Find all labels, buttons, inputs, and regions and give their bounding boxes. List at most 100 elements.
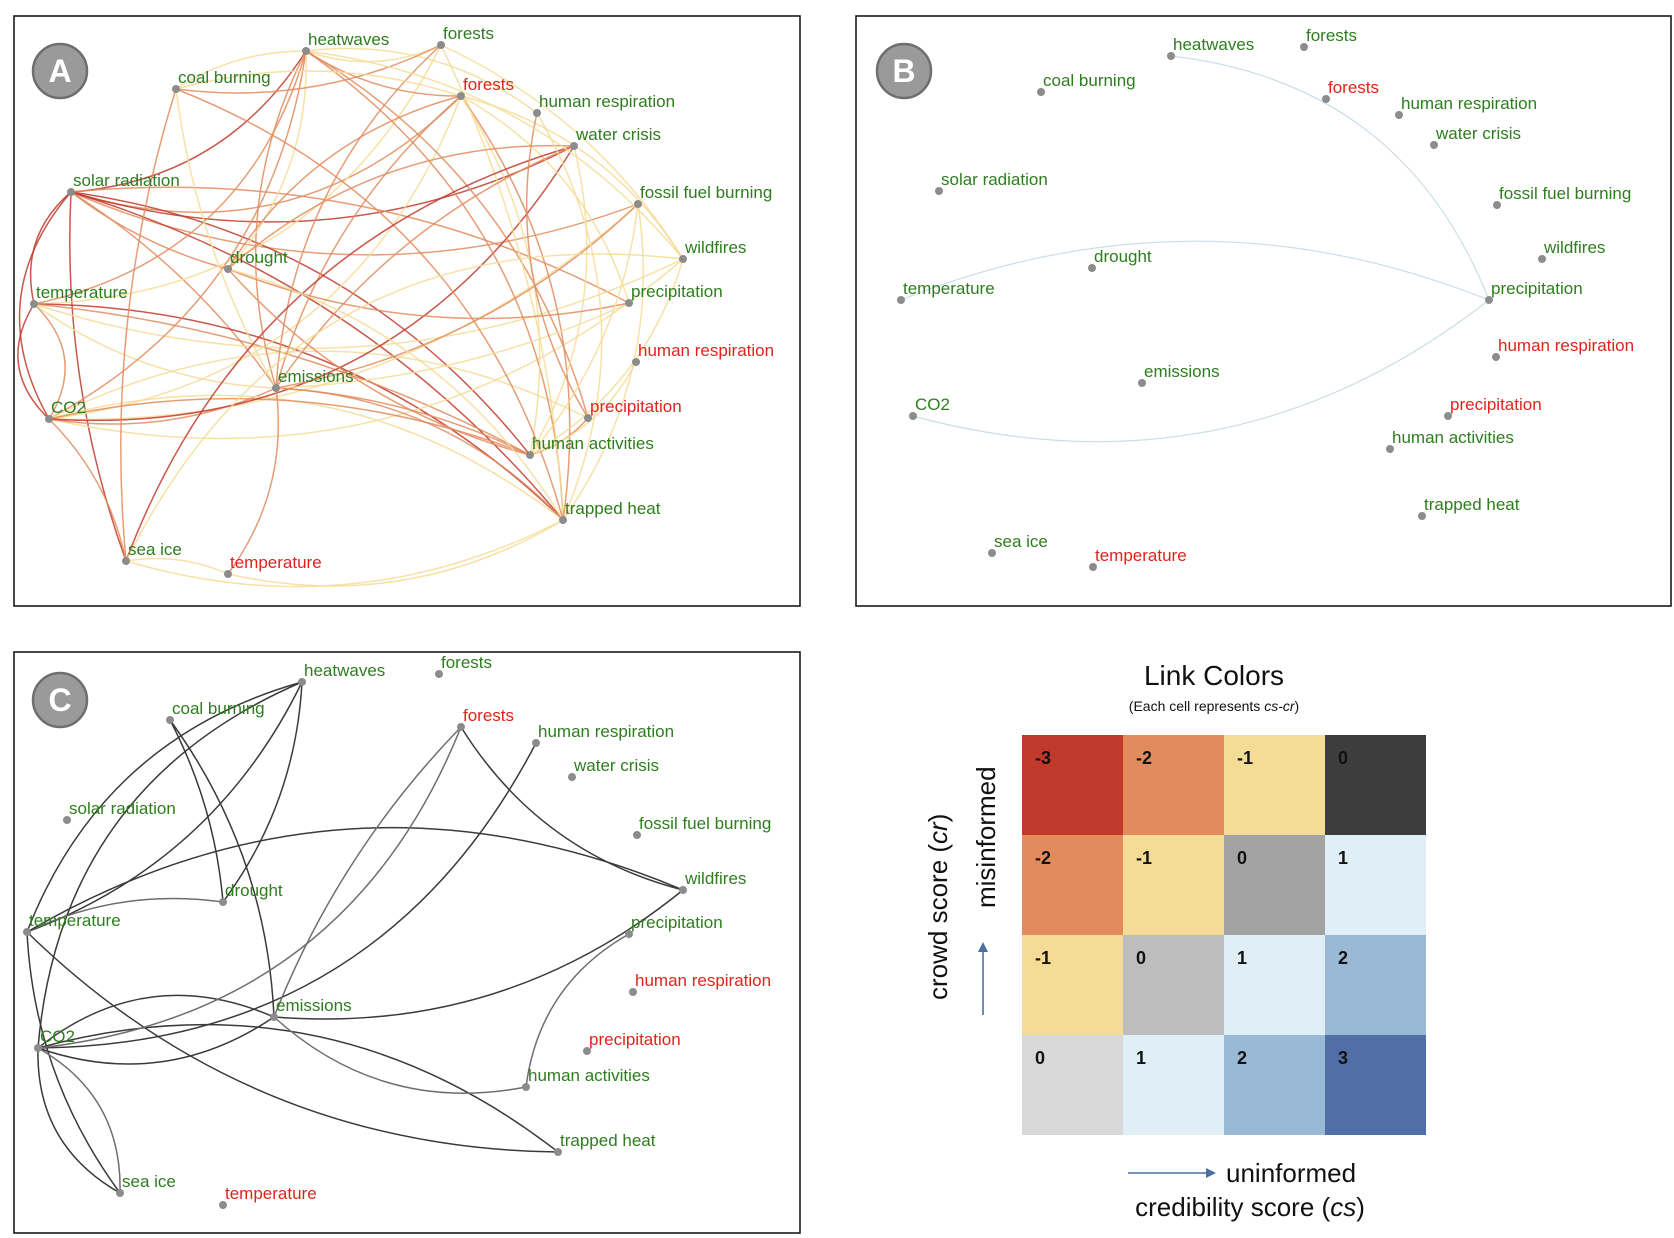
node-emissions[interactable] [272, 384, 280, 392]
link-heatwaves-to-precipitation-g [1170, 55, 1490, 301]
node-label-forests-g: forests [443, 24, 494, 43]
node-heatwaves[interactable] [302, 47, 310, 55]
node-drought[interactable] [219, 898, 227, 906]
node-sea-ice[interactable] [116, 1189, 124, 1197]
link-wildfires-to-heatwaves [305, 50, 684, 260]
link-co2-to-forests-r [37, 726, 462, 1049]
node-label-fossil-fuel-burning: fossil fuel burning [639, 814, 771, 833]
node-human-respiration-g[interactable] [1395, 111, 1403, 119]
node-coal-burning[interactable] [166, 716, 174, 724]
node-drought[interactable] [224, 265, 232, 273]
node-temperature-g[interactable] [23, 928, 31, 936]
node-forests-r[interactable] [457, 723, 465, 731]
node-sea-ice[interactable] [988, 549, 996, 557]
node-trapped-heat[interactable] [559, 516, 567, 524]
node-human-respiration-g[interactable] [533, 109, 541, 117]
node-water-crisis[interactable] [570, 142, 578, 150]
node-drought[interactable] [1088, 264, 1096, 272]
node-temperature-g[interactable] [897, 296, 905, 304]
link-water-crisis-to-emissions [275, 145, 575, 389]
node-coal-burning[interactable] [1037, 88, 1045, 96]
link-solar-radiation-to-co2 [18, 191, 72, 420]
node-emissions[interactable] [270, 1013, 278, 1021]
node-label-precipitation-r: precipitation [589, 1030, 681, 1049]
node-forests-g[interactable] [437, 41, 445, 49]
node-forests-r[interactable] [1322, 95, 1330, 103]
node-human-activities[interactable] [1386, 445, 1394, 453]
node-fossil-fuel-burning[interactable] [633, 831, 641, 839]
node-emissions[interactable] [1138, 379, 1146, 387]
legend-cell [1123, 835, 1224, 935]
node-trapped-heat[interactable] [1418, 512, 1426, 520]
node-trapped-heat[interactable] [554, 1148, 562, 1156]
node-precipitation-r[interactable] [1444, 412, 1452, 420]
node-label-trapped-heat: trapped heat [560, 1131, 656, 1150]
node-solar-radiation[interactable] [935, 187, 943, 195]
link-trapped-heat-to-human-respiration-g [536, 112, 603, 521]
node-label-solar-radiation: solar radiation [69, 799, 176, 818]
link-human-respiration-g-to-precipitation-r [525, 112, 589, 419]
node-human-activities[interactable] [526, 451, 534, 459]
node-label-forests-r: forests [1328, 78, 1379, 97]
link-heatwaves-to-forests-g [305, 44, 442, 63]
node-forests-r[interactable] [457, 92, 465, 100]
node-label-drought: drought [230, 248, 288, 267]
link-coal-burning-to-emissions [169, 719, 275, 1018]
link-drought-to-coal-burning [169, 719, 224, 903]
node-forests-g[interactable] [435, 670, 443, 678]
node-solar-radiation[interactable] [67, 188, 75, 196]
node-precipitation-g[interactable] [1485, 296, 1493, 304]
node-wildfires[interactable] [679, 255, 687, 263]
link-emissions-to-human-activities [273, 1016, 527, 1094]
node-co2[interactable] [34, 1044, 42, 1052]
node-precipitation-g[interactable] [625, 299, 633, 307]
node-water-crisis[interactable] [568, 773, 576, 781]
node-precipitation-r[interactable] [583, 1047, 591, 1055]
link-emissions-to-precipitation-g [275, 302, 630, 389]
link-forests-r-to-wildfires [460, 726, 684, 891]
node-temperature-r[interactable] [219, 1201, 227, 1209]
node-co2[interactable] [909, 412, 917, 420]
link-coal-burning-to-trapped-heat [175, 88, 564, 521]
node-human-respiration-r[interactable] [1492, 353, 1500, 361]
link-temperature-g-to-heatwaves [33, 50, 307, 305]
link-solar-radiation-to-sea-ice [69, 191, 127, 562]
link-solar-radiation-to-water-crisis [70, 145, 575, 223]
node-temperature-r[interactable] [224, 570, 232, 578]
node-human-respiration-r[interactable] [629, 988, 637, 996]
link-heatwaves-to-co2 [37, 681, 303, 1049]
badge-letter: B [892, 53, 915, 89]
node-human-respiration-r[interactable] [632, 358, 640, 366]
node-label-human-activities: human activities [1392, 428, 1514, 447]
node-fossil-fuel-burning[interactable] [634, 200, 642, 208]
node-human-respiration-g[interactable] [532, 739, 540, 747]
node-wildfires[interactable] [1538, 255, 1546, 263]
node-precipitation-g[interactable] [625, 930, 633, 938]
node-water-crisis[interactable] [1430, 141, 1438, 149]
node-human-activities[interactable] [522, 1083, 530, 1091]
node-forests-g[interactable] [1300, 43, 1308, 51]
legend-cell-value: 3 [1338, 1048, 1348, 1068]
node-label-human-activities: human activities [532, 434, 654, 453]
node-heatwaves[interactable] [1167, 52, 1175, 60]
node-temperature-r[interactable] [1089, 563, 1097, 571]
legend-cell-value: 1 [1237, 948, 1247, 968]
node-coal-burning[interactable] [172, 85, 180, 93]
link-solar-radiation-to-drought [70, 191, 229, 270]
node-heatwaves[interactable] [298, 678, 306, 686]
link-co2-to-wildfires [48, 258, 684, 440]
link-co2-to-precipitation-g [912, 299, 1490, 443]
legend-cell-value: 0 [1136, 948, 1146, 968]
node-co2[interactable] [45, 415, 53, 423]
node-label-water-crisis: water crisis [575, 125, 661, 144]
link-coal-burning-to-sea-ice [120, 88, 177, 562]
link-emissions-to-fossil-fuel-burning [275, 203, 639, 389]
node-precipitation-r[interactable] [584, 414, 592, 422]
node-fossil-fuel-burning[interactable] [1493, 201, 1501, 209]
node-temperature-g[interactable] [30, 300, 38, 308]
node-wildfires[interactable] [679, 886, 687, 894]
node-sea-ice[interactable] [122, 557, 130, 565]
legend-cell [1022, 835, 1123, 935]
node-label-fossil-fuel-burning: fossil fuel burning [1499, 184, 1631, 203]
node-solar-radiation[interactable] [63, 816, 71, 824]
